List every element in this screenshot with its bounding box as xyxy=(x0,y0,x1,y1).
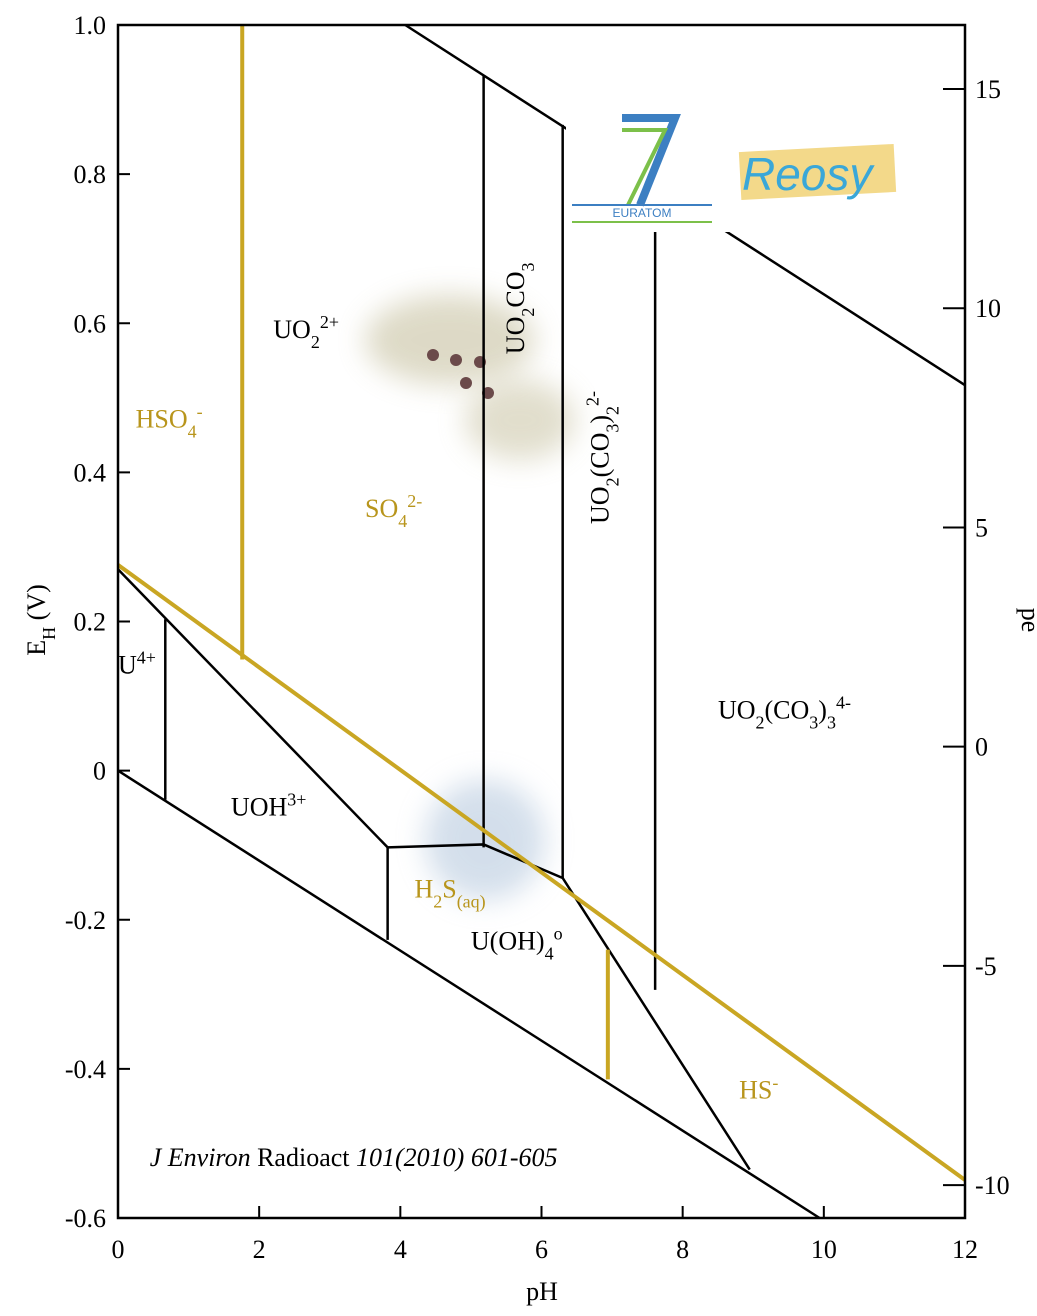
y-tick-label: -0.6 xyxy=(65,1204,106,1233)
boundary-line xyxy=(118,565,965,1180)
label-part: H xyxy=(414,874,433,903)
region-label: J Environ Radioact 101(2010) 601-605 xyxy=(150,1143,558,1172)
blob xyxy=(465,380,575,460)
y2-tick-label: -10 xyxy=(975,1171,1010,1200)
label-part: 3 xyxy=(603,424,623,433)
label-part: UOH xyxy=(231,792,288,821)
label-part: U(OH) xyxy=(471,927,545,956)
y-tick-label: 0.6 xyxy=(74,309,107,338)
region-label: UO2(CO3)22- xyxy=(583,391,623,524)
logo-text: EURATOM xyxy=(613,206,672,220)
label-part: 601-605 xyxy=(464,1143,557,1172)
label-part: 2- xyxy=(407,491,422,511)
logo-text: Reosy xyxy=(742,148,875,200)
x-tick-label: 6 xyxy=(535,1235,548,1264)
label-part: - xyxy=(772,1073,778,1093)
label-part: ) xyxy=(818,695,827,724)
label-part: HSO xyxy=(136,405,188,434)
dot xyxy=(450,354,462,366)
region-label: U4+ xyxy=(118,648,156,680)
label-part: 2 xyxy=(603,406,623,415)
label-part: UO xyxy=(586,486,615,524)
label-part: (CO xyxy=(765,695,810,724)
label-part: H xyxy=(39,627,59,640)
label-part: 2 xyxy=(603,477,623,486)
y2-tick-label: -5 xyxy=(975,952,997,981)
label-part: (V) xyxy=(22,584,51,627)
region-label: UO2(CO3)34- xyxy=(718,692,851,732)
label-part: E xyxy=(22,640,51,656)
label-part: 2- xyxy=(583,391,603,406)
x-tick-label: 2 xyxy=(253,1235,266,1264)
x-tick-label: 0 xyxy=(112,1235,125,1264)
region-label: UO22+ xyxy=(273,312,339,352)
label-part: 101(2010) xyxy=(356,1143,464,1172)
label-part: 2 xyxy=(756,712,765,732)
label-part: 4+ xyxy=(137,648,156,668)
y-tick-label: 0.4 xyxy=(74,458,107,487)
label-part: UO xyxy=(718,695,756,724)
dot xyxy=(427,349,439,361)
y2-tick-label: 10 xyxy=(975,294,1001,323)
label-part: o xyxy=(554,924,563,944)
label-part: 4 xyxy=(545,944,554,964)
blobs xyxy=(365,295,575,900)
label-part: 3 xyxy=(518,262,538,271)
y-tick-label: -0.4 xyxy=(65,1055,106,1084)
label-part: 2 xyxy=(311,332,320,352)
y2-axis-label: pe xyxy=(1016,608,1037,633)
label-part: HS xyxy=(739,1076,772,1105)
x-axis-label: pH xyxy=(526,1277,558,1306)
logos: EURATOM Reosy xyxy=(566,100,901,232)
region-label: SO42- xyxy=(365,491,422,531)
label-part: - xyxy=(197,402,203,422)
y2-tick-label: 15 xyxy=(975,75,1001,104)
region-label: UOH3+ xyxy=(231,789,307,821)
y-tick-label: 0 xyxy=(93,757,106,786)
y2-tick-label: 0 xyxy=(975,733,988,762)
label-part: 4 xyxy=(398,511,407,531)
label-part: CO xyxy=(501,271,530,307)
x-tick-label: 8 xyxy=(676,1235,689,1264)
y-axis-label: EH (V) xyxy=(22,584,59,655)
y-tick-label: 1.0 xyxy=(74,11,107,40)
label-part: 4 xyxy=(188,422,197,442)
y-tick-label: -0.2 xyxy=(65,906,106,935)
x-tick-label: 12 xyxy=(952,1235,978,1264)
region-label: HS- xyxy=(739,1073,778,1105)
label-part: 3 xyxy=(827,712,836,732)
label-part: 3 xyxy=(809,712,818,732)
chart: EURATOM Reosy pH EH (V) pe 024681012-0.6… xyxy=(0,0,1037,1311)
label-part: SO xyxy=(365,494,398,523)
label-part: UO xyxy=(273,315,311,344)
label-part: 2 xyxy=(433,891,442,911)
label-part: UO xyxy=(501,317,530,355)
dot xyxy=(460,377,472,389)
label-part: S xyxy=(442,874,456,903)
label-part: U xyxy=(118,651,137,680)
label-part: Radioact xyxy=(251,1143,356,1172)
y2-tick-label: 5 xyxy=(975,513,988,542)
label-part: 2 xyxy=(518,308,538,317)
x-tick-label: 4 xyxy=(394,1235,407,1264)
label-part: 2+ xyxy=(320,312,339,332)
region-label: HSO4- xyxy=(136,402,203,442)
region-label: U(OH)4o xyxy=(471,924,563,964)
label-part: 3+ xyxy=(287,789,306,809)
label-part: (aq) xyxy=(457,891,486,912)
label-part: (CO xyxy=(586,433,615,478)
y-tick-label: 0.2 xyxy=(74,608,107,637)
label-part: 4- xyxy=(836,692,851,712)
label-part: J Environ xyxy=(150,1143,251,1172)
x-tick-label: 10 xyxy=(811,1235,837,1264)
label-part: ) xyxy=(586,415,615,424)
y-tick-label: 0.8 xyxy=(74,160,107,189)
